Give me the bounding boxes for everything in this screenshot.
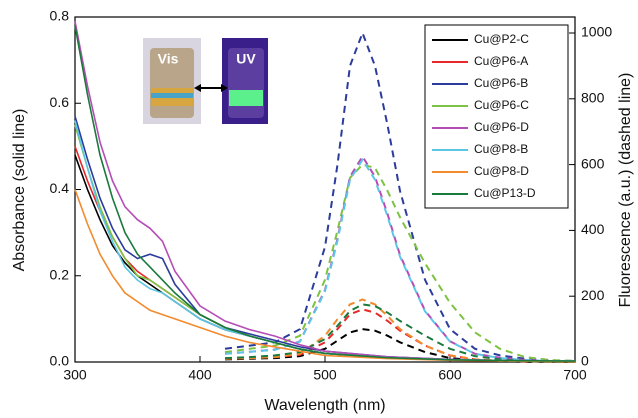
y2-tick-label: 400 bbox=[581, 221, 605, 237]
x-axis-label: Wavelength (nm) bbox=[264, 397, 385, 414]
y-tick-label: 0.4 bbox=[50, 180, 70, 196]
legend-label: Cu@P2-C bbox=[474, 32, 529, 46]
vis-band bbox=[151, 93, 193, 98]
y-tick-label: 0.2 bbox=[50, 266, 70, 282]
y-tick-label: 0.8 bbox=[50, 8, 70, 24]
legend-label: Cu@P6-A bbox=[474, 54, 528, 68]
y-axis-label: Absorbance (solid line) bbox=[11, 109, 28, 272]
y2-tick-label: 0 bbox=[581, 353, 589, 369]
inset-label: UV bbox=[236, 51, 256, 67]
legend-label: Cu@P6-D bbox=[474, 120, 529, 134]
fluorescence-line bbox=[224, 30, 576, 362]
legend-label: Cu@P6-C bbox=[474, 98, 529, 112]
y2-axis-label: Fluorescence (a.u.) (dashed line) bbox=[617, 73, 634, 308]
y-tick-label: 0.0 bbox=[50, 353, 70, 369]
x-tick-label: 300 bbox=[63, 367, 87, 383]
inset-label: Vis bbox=[158, 51, 179, 67]
legend-label: Cu@P6-B bbox=[474, 76, 528, 90]
fluorescence-line bbox=[224, 298, 575, 363]
fluorescence-line bbox=[224, 163, 576, 362]
uv-liquid bbox=[229, 90, 263, 106]
x-tick-label: 500 bbox=[313, 367, 337, 383]
inset-photo: Vis UV bbox=[143, 38, 268, 124]
legend bbox=[424, 24, 569, 209]
y-tick-label: 0.6 bbox=[50, 94, 70, 110]
arrow-heads bbox=[194, 84, 228, 92]
legend-label: Cu@P8-D bbox=[474, 164, 529, 178]
legend-label: Cu@P8-B bbox=[474, 142, 528, 156]
fluorescence-line bbox=[224, 308, 575, 363]
x-tick-label: 600 bbox=[438, 367, 462, 383]
absorbance-line bbox=[74, 25, 576, 362]
legend-label: Cu@P13-D bbox=[474, 186, 536, 200]
y2-tick-label: 800 bbox=[581, 90, 605, 106]
y2-tick-label: 200 bbox=[581, 287, 605, 303]
absorbance-line bbox=[74, 189, 576, 363]
y2-tick-label: 1000 bbox=[581, 24, 612, 40]
y2-tick-label: 600 bbox=[581, 155, 605, 171]
x-tick-label: 400 bbox=[188, 367, 212, 383]
fluorescence-line bbox=[224, 303, 575, 363]
x-tick-label: 700 bbox=[563, 367, 587, 383]
absorbance-line bbox=[74, 21, 576, 362]
